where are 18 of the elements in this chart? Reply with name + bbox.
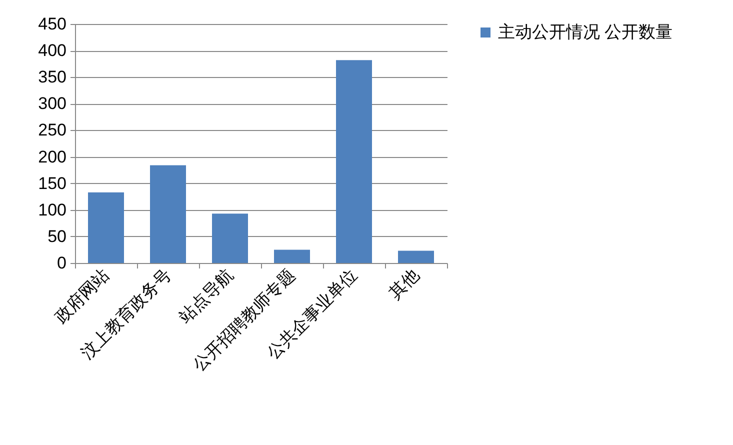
x-tick-label: 其他 <box>385 265 423 303</box>
y-tick-label: 200 <box>38 147 66 166</box>
y-tick-label: 450 <box>38 14 66 34</box>
y-tick-label: 0 <box>57 254 66 272</box>
y-tick-label: 100 <box>38 200 66 220</box>
bar <box>336 60 372 263</box>
y-tick-label: 250 <box>38 120 66 140</box>
y-tick-label: 400 <box>38 41 66 60</box>
bar <box>150 165 186 263</box>
legend-label: 主动公开情况 公开数量 <box>498 22 673 42</box>
bar <box>212 214 248 263</box>
y-tick-label: 300 <box>38 94 66 114</box>
y-tick-label: 50 <box>48 226 66 246</box>
bar <box>398 250 434 263</box>
y-tick-label: 150 <box>38 174 66 193</box>
bar <box>274 250 310 263</box>
bar <box>88 192 124 263</box>
y-tick-label: 350 <box>38 68 66 87</box>
